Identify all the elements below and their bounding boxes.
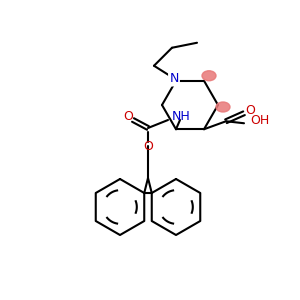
Text: OH: OH	[250, 114, 269, 127]
Text: O: O	[143, 140, 153, 152]
Text: NH: NH	[172, 110, 191, 124]
Text: N: N	[169, 72, 179, 85]
Text: O: O	[245, 104, 255, 117]
Text: O: O	[123, 110, 133, 124]
Ellipse shape	[202, 71, 216, 81]
Ellipse shape	[216, 102, 230, 112]
